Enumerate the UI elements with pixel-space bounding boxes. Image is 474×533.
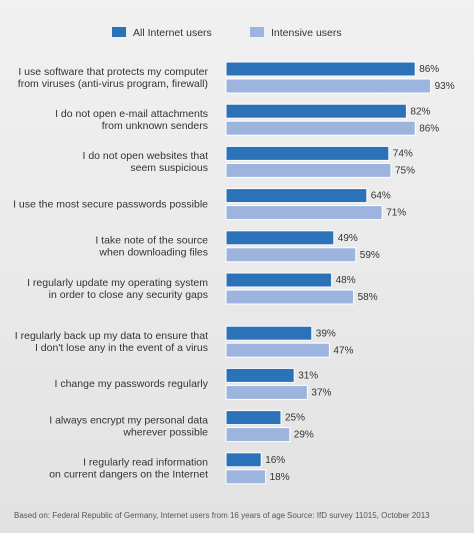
category-label: I regularly back up my data to ensure th… bbox=[15, 330, 208, 342]
bar bbox=[225, 145, 390, 161]
category-label: wherever possible bbox=[122, 426, 208, 438]
value-label: 25% bbox=[285, 413, 305, 424]
bar bbox=[225, 452, 262, 468]
value-label: 71% bbox=[386, 208, 406, 219]
value-label: 31% bbox=[298, 371, 318, 382]
bar bbox=[225, 325, 313, 341]
value-label: 86% bbox=[419, 123, 439, 134]
bar bbox=[225, 78, 432, 94]
value-label: 93% bbox=[435, 81, 455, 92]
bar bbox=[225, 205, 383, 221]
bar bbox=[225, 188, 368, 204]
category-label: I use the most secure passwords possible bbox=[13, 198, 208, 210]
category-label: I use software that protects my computer bbox=[18, 66, 208, 78]
bar bbox=[225, 230, 335, 246]
value-label: 48% bbox=[336, 275, 356, 286]
bar bbox=[225, 289, 355, 305]
legend-swatch bbox=[112, 27, 126, 37]
category-label: I always encrypt my personal data bbox=[49, 414, 208, 426]
value-label: 37% bbox=[311, 388, 331, 399]
bar bbox=[225, 342, 330, 358]
bar bbox=[225, 272, 333, 288]
bar bbox=[225, 367, 295, 383]
footnote: Based on: Federal Republic of Germany, I… bbox=[14, 511, 286, 520]
category-label: I regularly read information bbox=[83, 457, 208, 469]
bar bbox=[225, 427, 291, 443]
value-label: 58% bbox=[358, 292, 378, 303]
value-label: 29% bbox=[294, 430, 314, 441]
legend-label: All Internet users bbox=[133, 27, 212, 39]
category-label: I do not open e-mail attachments bbox=[55, 108, 208, 120]
bar bbox=[225, 410, 282, 426]
category-label: I regularly update my operating system bbox=[27, 277, 208, 289]
bar bbox=[225, 247, 357, 263]
value-label: 49% bbox=[338, 233, 358, 244]
value-label: 16% bbox=[265, 455, 285, 466]
category-label: I take note of the source bbox=[95, 235, 208, 247]
category-label: I do not open websites that bbox=[82, 150, 208, 162]
value-label: 18% bbox=[270, 472, 290, 483]
bar bbox=[225, 162, 392, 178]
bar bbox=[225, 469, 267, 485]
category-label: I don't lose any in the event of a virus bbox=[35, 342, 208, 354]
legend-label: Intensive users bbox=[271, 27, 342, 39]
source: Source: IfD survey 11015, October 2013 bbox=[287, 511, 430, 520]
category-label: in order to close any security gaps bbox=[49, 289, 208, 301]
value-label: 82% bbox=[410, 106, 430, 117]
value-label: 47% bbox=[333, 345, 353, 356]
value-label: 64% bbox=[371, 191, 391, 202]
bar bbox=[225, 61, 416, 77]
bar bbox=[225, 384, 308, 400]
value-label: 74% bbox=[393, 149, 413, 160]
bar bbox=[225, 103, 407, 119]
bar bbox=[225, 120, 416, 136]
category-label: from unknown senders bbox=[102, 120, 208, 132]
category-label: on current dangers on the Internet bbox=[49, 469, 208, 481]
value-label: 59% bbox=[360, 250, 380, 261]
category-label: when downloading files bbox=[98, 247, 208, 259]
value-label: 75% bbox=[395, 166, 415, 177]
category-label: from viruses (anti-virus program, firewa… bbox=[18, 78, 208, 90]
category-label: seem suspicious bbox=[130, 162, 208, 174]
value-label: 86% bbox=[419, 64, 439, 75]
legend-swatch bbox=[250, 27, 264, 37]
value-label: 39% bbox=[316, 328, 336, 339]
category-label: I change my passwords regularly bbox=[55, 378, 209, 390]
